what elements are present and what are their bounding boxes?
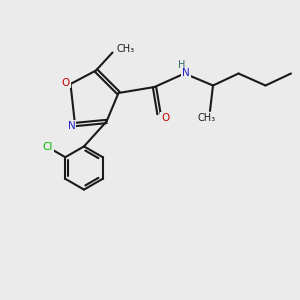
Text: H: H bbox=[178, 60, 186, 70]
Text: O: O bbox=[161, 112, 169, 123]
Text: N: N bbox=[182, 68, 190, 79]
Text: CH₃: CH₃ bbox=[117, 44, 135, 54]
Text: CH₃: CH₃ bbox=[198, 112, 216, 123]
Text: O: O bbox=[62, 77, 70, 88]
Text: N: N bbox=[68, 121, 75, 131]
Text: Cl: Cl bbox=[43, 142, 53, 152]
